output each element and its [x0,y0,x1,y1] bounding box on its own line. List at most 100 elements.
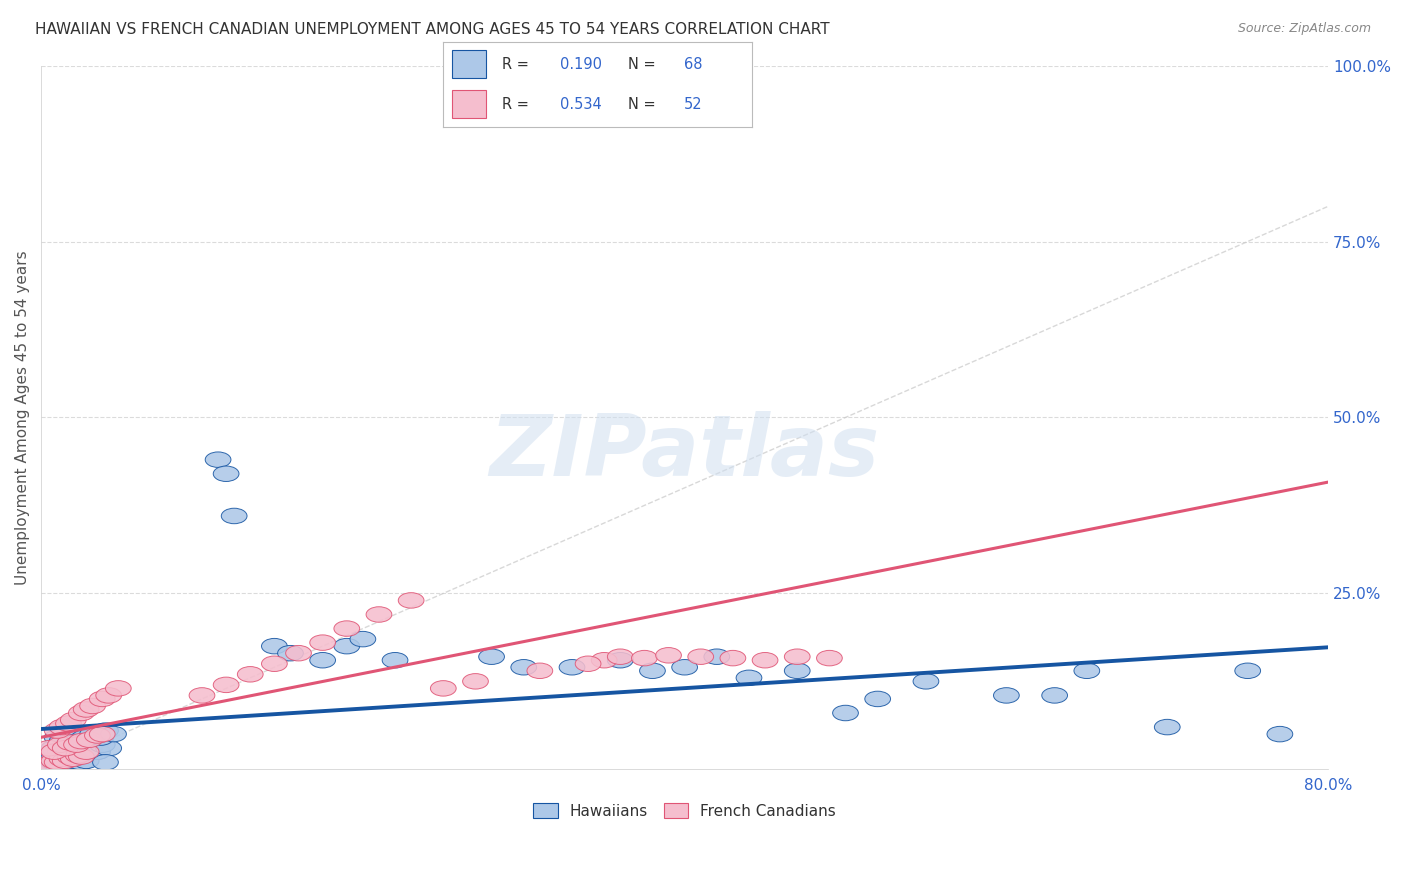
Ellipse shape [65,747,91,763]
Ellipse shape [333,639,360,654]
Ellipse shape [752,652,778,668]
Ellipse shape [58,749,83,764]
Ellipse shape [631,650,657,665]
Ellipse shape [69,733,94,749]
Ellipse shape [73,753,98,769]
Ellipse shape [1154,719,1180,735]
Ellipse shape [84,744,110,759]
Text: 0.534: 0.534 [561,96,602,112]
Ellipse shape [58,735,83,750]
Ellipse shape [76,732,103,747]
Ellipse shape [1042,688,1067,703]
Ellipse shape [56,737,82,753]
Ellipse shape [560,659,585,675]
Ellipse shape [37,756,62,772]
Ellipse shape [262,639,287,654]
Ellipse shape [53,744,80,759]
Ellipse shape [817,650,842,665]
Ellipse shape [655,648,682,663]
Ellipse shape [96,740,121,756]
Ellipse shape [527,663,553,679]
Ellipse shape [190,688,215,703]
Ellipse shape [69,706,94,721]
Ellipse shape [607,649,633,665]
Ellipse shape [333,621,360,636]
Ellipse shape [1267,726,1292,742]
Ellipse shape [41,744,67,759]
Ellipse shape [63,751,90,766]
Ellipse shape [52,740,79,756]
Ellipse shape [785,663,810,679]
Ellipse shape [45,746,70,762]
Ellipse shape [63,747,90,763]
Ellipse shape [60,726,86,742]
Ellipse shape [398,592,425,608]
Ellipse shape [45,753,70,769]
Ellipse shape [49,733,75,749]
Ellipse shape [463,673,488,690]
Ellipse shape [285,646,311,661]
Ellipse shape [350,632,375,647]
Ellipse shape [737,670,762,686]
Text: Source: ZipAtlas.com: Source: ZipAtlas.com [1237,22,1371,36]
Ellipse shape [69,749,94,764]
Ellipse shape [93,723,118,739]
Text: 68: 68 [685,57,703,72]
Ellipse shape [309,635,336,650]
FancyBboxPatch shape [453,50,486,78]
Ellipse shape [48,737,73,753]
Ellipse shape [912,673,939,690]
Ellipse shape [1074,663,1099,679]
Ellipse shape [90,737,115,753]
FancyBboxPatch shape [453,90,486,119]
Text: 52: 52 [685,96,703,112]
Ellipse shape [96,688,121,703]
Ellipse shape [60,753,86,769]
Legend: Hawaiians, French Canadians: Hawaiians, French Canadians [527,797,842,825]
Ellipse shape [616,111,641,126]
Ellipse shape [1234,663,1261,679]
Ellipse shape [73,702,98,717]
Text: N =: N = [628,96,661,112]
Text: 0.190: 0.190 [561,57,602,72]
Ellipse shape [52,755,79,770]
Ellipse shape [37,740,62,756]
Ellipse shape [478,649,505,665]
Ellipse shape [60,751,86,766]
Ellipse shape [69,737,94,753]
Ellipse shape [51,751,76,766]
Text: N =: N = [628,57,661,72]
Ellipse shape [592,652,617,668]
Ellipse shape [704,649,730,665]
Ellipse shape [69,746,94,762]
Ellipse shape [48,744,73,759]
Ellipse shape [720,650,745,665]
Ellipse shape [205,452,231,467]
Ellipse shape [865,691,890,706]
Ellipse shape [510,659,537,675]
Ellipse shape [90,691,115,706]
Ellipse shape [58,740,83,756]
Ellipse shape [63,737,90,753]
Ellipse shape [101,726,127,742]
Ellipse shape [382,652,408,668]
Ellipse shape [69,755,94,770]
Ellipse shape [87,730,114,746]
Ellipse shape [105,681,131,696]
Ellipse shape [72,730,97,746]
Ellipse shape [37,747,62,763]
Ellipse shape [309,652,336,668]
Ellipse shape [90,726,115,742]
Ellipse shape [832,706,859,721]
Ellipse shape [214,677,239,692]
Ellipse shape [994,688,1019,703]
Y-axis label: Unemployment Among Ages 45 to 54 years: Unemployment Among Ages 45 to 54 years [15,250,30,585]
Text: HAWAIIAN VS FRENCH CANADIAN UNEMPLOYMENT AMONG AGES 45 TO 54 YEARS CORRELATION C: HAWAIIAN VS FRENCH CANADIAN UNEMPLOYMENT… [35,22,830,37]
Ellipse shape [214,466,239,482]
Ellipse shape [80,698,105,714]
Ellipse shape [262,656,287,672]
Ellipse shape [84,728,110,743]
Ellipse shape [52,753,79,769]
Text: ZIPatlas: ZIPatlas [489,411,880,494]
Ellipse shape [41,753,67,769]
